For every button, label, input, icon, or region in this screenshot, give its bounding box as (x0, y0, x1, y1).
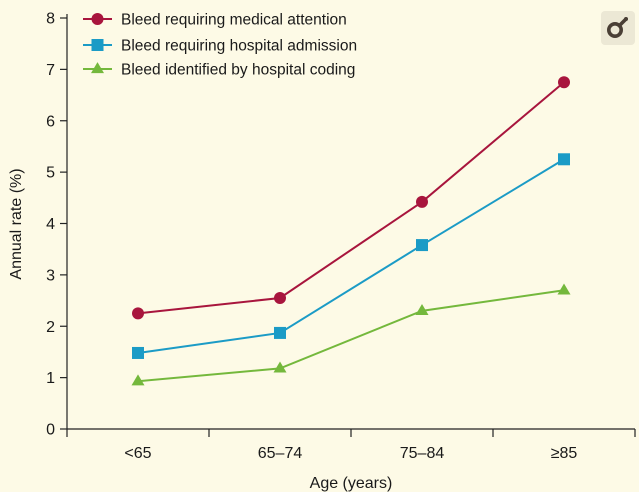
data-point (131, 374, 145, 386)
x-tick-label: 75–84 (400, 445, 445, 462)
y-tick-label: 5 (46, 165, 55, 182)
data-point (132, 346, 144, 359)
legend-label: Bleed requiring hospital admission (121, 38, 357, 55)
y-tick-label: 2 (46, 319, 55, 336)
y-tick-label: 6 (46, 113, 55, 130)
y-tick-label: 0 (46, 422, 55, 439)
x-axis: <65 65–74 75–84 ≥85 (66, 428, 636, 462)
legend-marker (91, 39, 104, 51)
y-tick-label: 3 (46, 267, 55, 284)
data-point (558, 153, 570, 166)
data-point (557, 283, 571, 295)
data-point (415, 304, 429, 316)
series-triangle (131, 283, 571, 386)
series-layer (131, 76, 571, 386)
y-axis: 0 1 2 3 4 5 6 7 8 (46, 11, 68, 439)
x-tick-label: ≥85 (551, 445, 578, 462)
y-axis-title: Annual rate (%) (8, 168, 25, 279)
legend-item: Bleed identified by hospital coding (83, 62, 355, 79)
legend-item: Bleed requiring hospital admission (83, 38, 357, 55)
male-symbol-badge (601, 11, 635, 45)
data-point (274, 291, 286, 304)
y-tick-label: 8 (46, 11, 55, 28)
legend-marker (91, 62, 104, 74)
x-tick-label: 65–74 (258, 445, 303, 462)
x-tick-label: <65 (124, 445, 151, 462)
x-axis-title: Age (years) (310, 475, 393, 492)
data-point (558, 76, 570, 89)
legend-item: Bleed requiring medical attention (83, 12, 347, 29)
y-tick-label: 1 (46, 370, 55, 387)
series-line (137, 81, 565, 315)
legend-label: Bleed requiring medical attention (121, 12, 347, 29)
series-square (132, 153, 570, 359)
data-point (274, 326, 286, 339)
legend-marker (91, 13, 104, 25)
y-tick-label: 4 (46, 216, 55, 233)
legend-label: Bleed identified by hospital coding (121, 62, 355, 79)
data-point (273, 361, 287, 373)
y-tick-label: 7 (46, 62, 55, 79)
series-line (137, 158, 565, 354)
series-line (137, 289, 565, 383)
data-point (416, 239, 428, 252)
legend: Bleed requiring medical attention Bleed r… (83, 12, 357, 79)
series-circle (132, 76, 570, 320)
male-symbol-badge-bg (601, 11, 635, 45)
data-point (132, 307, 144, 320)
data-point (416, 195, 428, 208)
male-symbol-icon (606, 17, 628, 38)
